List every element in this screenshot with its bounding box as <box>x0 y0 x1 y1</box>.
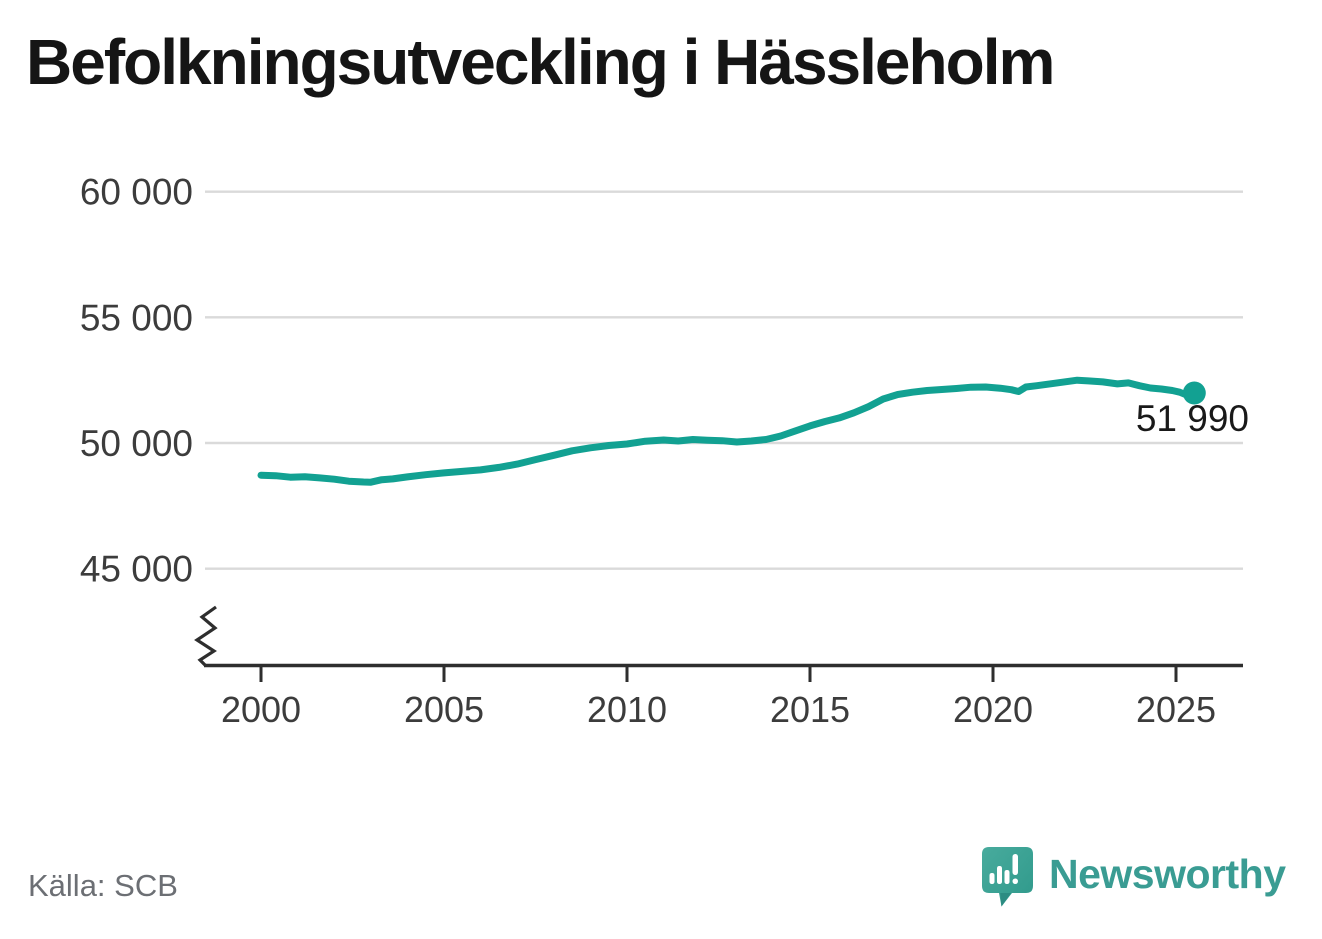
x-axis-tick-label: 2020 <box>953 689 1033 730</box>
newsworthy-wordmark: Newsworthy <box>1049 850 1286 897</box>
speech-bubble-tail-shade <box>1000 893 1011 907</box>
newsworthy-logo[interactable]: Newsworthy <box>981 845 1286 909</box>
x-axis-tick-label: 2025 <box>1136 689 1216 730</box>
latest-value-label: 51 990 <box>1136 398 1249 439</box>
chart-title: Befolkningsutveckling i Hässleholm <box>26 26 1055 98</box>
y-axis-tick-label: 45 000 <box>80 549 193 590</box>
x-axis-tick-label: 2015 <box>770 689 850 730</box>
axis-break-squiggle <box>194 605 218 668</box>
x-axis-tick-label: 2005 <box>404 689 484 730</box>
population-chart: 60 000 55 000 50 000 45 000 2000 2005 2010 201… <box>80 172 1249 730</box>
y-axis-tick-label: 50 000 <box>80 423 193 464</box>
population-line-series <box>257 376 1198 486</box>
latest-point-dot <box>1182 381 1206 405</box>
x-axis-tick-label: 2010 <box>587 689 667 730</box>
y-gridlines-group: 60 000 55 000 50 000 45 000 <box>80 172 1243 590</box>
source-note: Källa: SCB <box>28 868 178 903</box>
y-axis-tick-label: 60 000 <box>80 172 193 213</box>
x-ticks-group: 2000 2005 2010 2015 2020 2025 <box>221 665 1216 730</box>
x-axis-tick-label: 2000 <box>221 689 301 730</box>
y-axis-tick-label: 55 000 <box>80 297 193 338</box>
newsworthy-logo-icon <box>982 847 1033 907</box>
bar-chart-exclamation-glyph <box>989 854 1018 884</box>
x-axis-group: 2000 2005 2010 2015 2020 2025 <box>194 605 1243 730</box>
